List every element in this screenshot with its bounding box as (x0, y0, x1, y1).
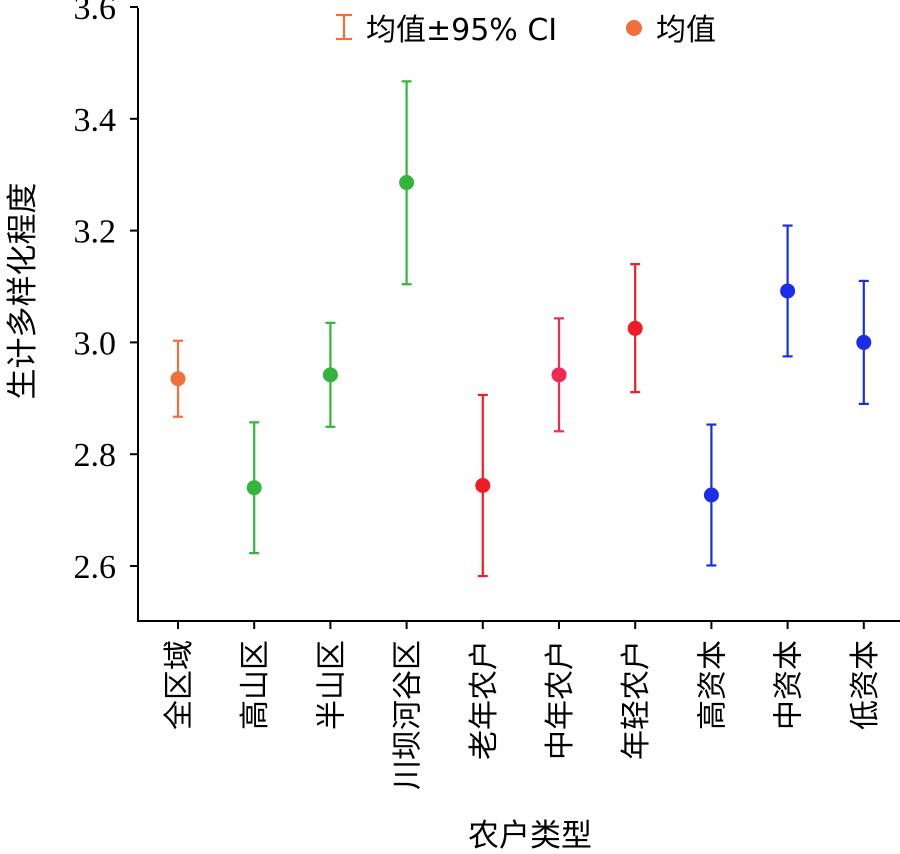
y-tick-label: 3.0 (74, 325, 117, 362)
legend-ci-icon (336, 13, 352, 41)
legend-ci-label: 均值±95% CI (366, 13, 557, 48)
legend-mean-icon (626, 20, 642, 36)
mean-point (551, 367, 567, 383)
x-tick-label: 半山区 (314, 640, 349, 730)
x-axis-title: 农户类型 (468, 818, 592, 854)
error-bar-group (322, 321, 338, 428)
error-bar-group (551, 317, 567, 433)
x-tick-label: 年轻农户 (619, 640, 654, 760)
x-tick-label: 中资本 (772, 640, 807, 730)
error-bar-group (399, 80, 415, 286)
mean-point (475, 478, 491, 494)
error-bar-group (475, 393, 491, 578)
mean-point (703, 487, 719, 503)
legend: 均值±95% CI 均值 (336, 13, 716, 48)
mean-point (399, 175, 415, 191)
error-bar-group (246, 421, 262, 555)
mean-point (627, 320, 643, 336)
error-bar-group (856, 279, 872, 405)
y-tick-label: 2.8 (74, 437, 117, 474)
x-tick-label: 低资本 (848, 640, 883, 730)
mean-point (322, 367, 338, 383)
x-tick-label: 川坝河谷区 (391, 640, 426, 790)
legend-mean-label: 均值 (656, 13, 716, 48)
mean-point (246, 480, 262, 496)
mean-point (856, 334, 872, 350)
error-bar-group (170, 339, 186, 418)
x-ticks: 全区域 高山区 半山区 川坝河谷区 老年农户 中年农户 年轻农户 高资本 中资本 低资本 (162, 621, 883, 790)
y-tick-label: 3.2 (74, 214, 117, 251)
x-tick-label: 高山区 (238, 640, 273, 730)
y-tick-label: 2.6 (74, 549, 117, 586)
y-tick-label: 3.6 (74, 0, 117, 27)
y-ticks: 2.6 2.8 3.0 3.2 3.4 3.6 (74, 0, 138, 586)
mean-point (170, 371, 186, 387)
data-marks (170, 80, 872, 578)
y-axis-title: 生计多样化程度 (5, 183, 41, 400)
y-tick-label: 3.4 (74, 102, 117, 139)
error-bar-group (780, 224, 796, 358)
x-tick-label: 中年农户 (543, 640, 578, 760)
error-bar-group (703, 423, 719, 567)
x-tick-label: 全区域 (162, 640, 197, 730)
error-bar-group (627, 263, 643, 394)
mean-point (780, 283, 796, 299)
x-tick-label: 高资本 (695, 640, 730, 730)
x-tick-label: 老年农户 (467, 640, 502, 760)
